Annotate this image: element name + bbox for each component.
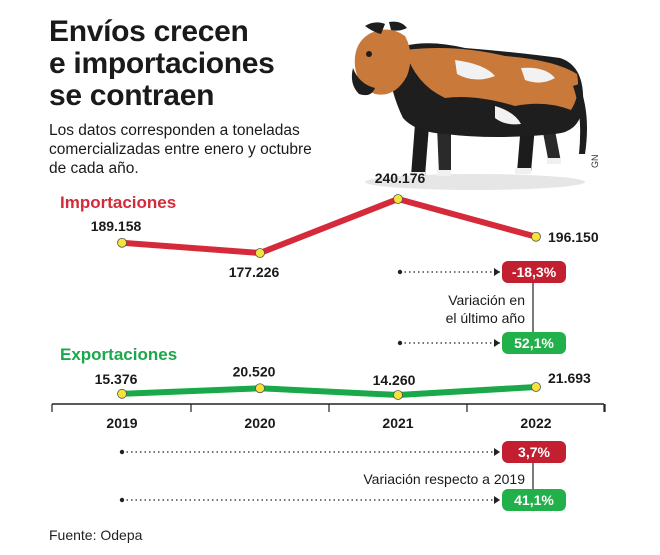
leader-arrow xyxy=(494,496,500,504)
x-tick-label: 2021 xyxy=(382,415,413,431)
x-tick-label: 2022 xyxy=(520,415,551,431)
data-point xyxy=(531,382,541,392)
title-line-1: Envíos crecen xyxy=(49,15,249,48)
data-label: 189.158 xyxy=(91,218,142,234)
chart-subtitle: Los datos corresponden a toneladas comer… xyxy=(49,121,359,178)
subtitle-line-3: de cada año. xyxy=(49,160,139,177)
data-label: 177.226 xyxy=(229,264,280,280)
data-label: 21.693 xyxy=(548,370,591,386)
data-point xyxy=(255,248,265,258)
leader-arrow xyxy=(494,268,500,276)
data-label: 240.176 xyxy=(375,170,426,186)
subtitle-line-1: Los datos corresponden a toneladas xyxy=(49,122,300,139)
leader-dot xyxy=(119,449,125,455)
x-tick-label: 2020 xyxy=(244,415,275,431)
title-line-2: e importaciones xyxy=(49,47,275,80)
leader-dot xyxy=(397,269,403,275)
data-point xyxy=(531,231,541,242)
variation-last-year-caption: Variación en el último año xyxy=(415,291,525,327)
bull-illustration xyxy=(351,21,587,190)
data-point xyxy=(117,388,127,399)
data-label: 196.150 xyxy=(548,229,599,245)
leader-dot xyxy=(397,340,403,346)
data-label: 15.376 xyxy=(95,371,138,387)
leader-dot xyxy=(119,497,125,503)
data-label: 14.260 xyxy=(373,372,416,388)
leader-arrow xyxy=(494,339,500,347)
badge-exportaciones-last-year: 52,1% xyxy=(514,335,554,351)
variation-last-year-caption-line-1: Variación en xyxy=(448,292,525,308)
series-line xyxy=(119,384,539,398)
subtitle-line-2: comercializadas entre enero y octubre xyxy=(49,141,312,158)
series-title-exportaciones: Exportaciones xyxy=(60,345,178,364)
data-label: 20.520 xyxy=(233,363,276,379)
badge-exportaciones-vs-2019-bg xyxy=(502,489,566,511)
badge-importaciones-last-year-bg xyxy=(502,261,566,283)
data-point xyxy=(393,390,403,400)
leader-arrow xyxy=(494,448,500,456)
data-point xyxy=(393,194,403,204)
data-point xyxy=(255,383,265,394)
source-note: Fuente: Odepa xyxy=(49,527,143,543)
title-line-3: se contraen xyxy=(49,79,215,112)
data-point xyxy=(117,237,127,248)
variation-last-year-caption-line-2: el último año xyxy=(445,310,525,326)
series-title-importaciones: Importaciones xyxy=(60,193,177,212)
badge-importaciones-vs-2019-bg xyxy=(502,441,566,463)
chart-title: Envíos crecen e importaciones se contrae… xyxy=(49,16,275,112)
badge-exportaciones-last-year-bg xyxy=(502,332,566,354)
variation-vs-2019-caption: Variación respecto a 2019 xyxy=(363,471,525,487)
badge-importaciones-vs-2019: 3,7% xyxy=(518,444,550,460)
badge-exportaciones-vs-2019: 41,1% xyxy=(514,492,554,508)
x-tick-label: 2019 xyxy=(106,415,137,431)
badge-importaciones-last-year: -18,3% xyxy=(512,264,557,280)
series-line xyxy=(119,196,539,256)
